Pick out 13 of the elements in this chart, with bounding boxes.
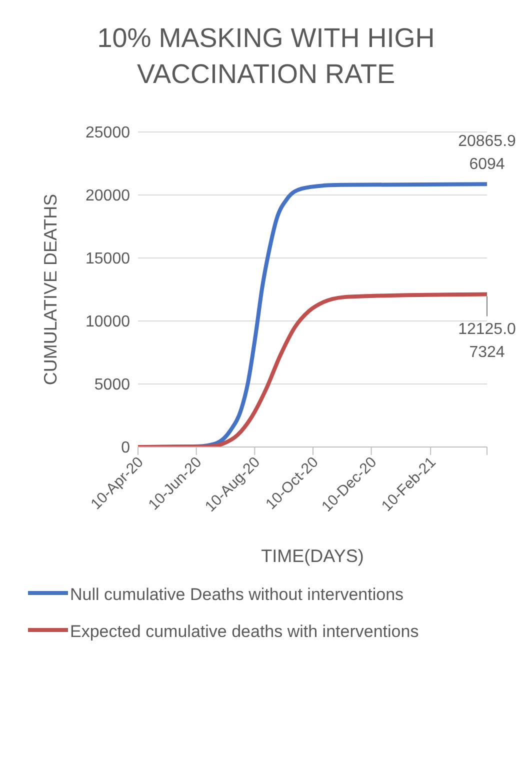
y-axis-title: CUMULATIVE DEATHS: [40, 194, 60, 386]
y-tick-label: 10000: [86, 314, 130, 331]
data-label: 20865.96094: [458, 133, 516, 174]
data-label: 12125.07324: [458, 321, 516, 362]
y-tick-label: 5000: [94, 376, 130, 394]
legend-label: Null cumulative Deaths without interventions: [70, 584, 404, 606]
y-tick-label: 25000: [86, 124, 130, 142]
y-tick-label: 20000: [86, 188, 130, 205]
y-tick-label: 15000: [86, 250, 130, 268]
chart-title: 10% MASKING WITH HIGH VACCINATION RATE: [96, 22, 436, 91]
x-axis-title: TIME(DAYS): [261, 546, 364, 566]
legend-label: Expected cumulative deaths with interventions: [70, 621, 419, 643]
y-tick-label: 0: [121, 440, 130, 457]
